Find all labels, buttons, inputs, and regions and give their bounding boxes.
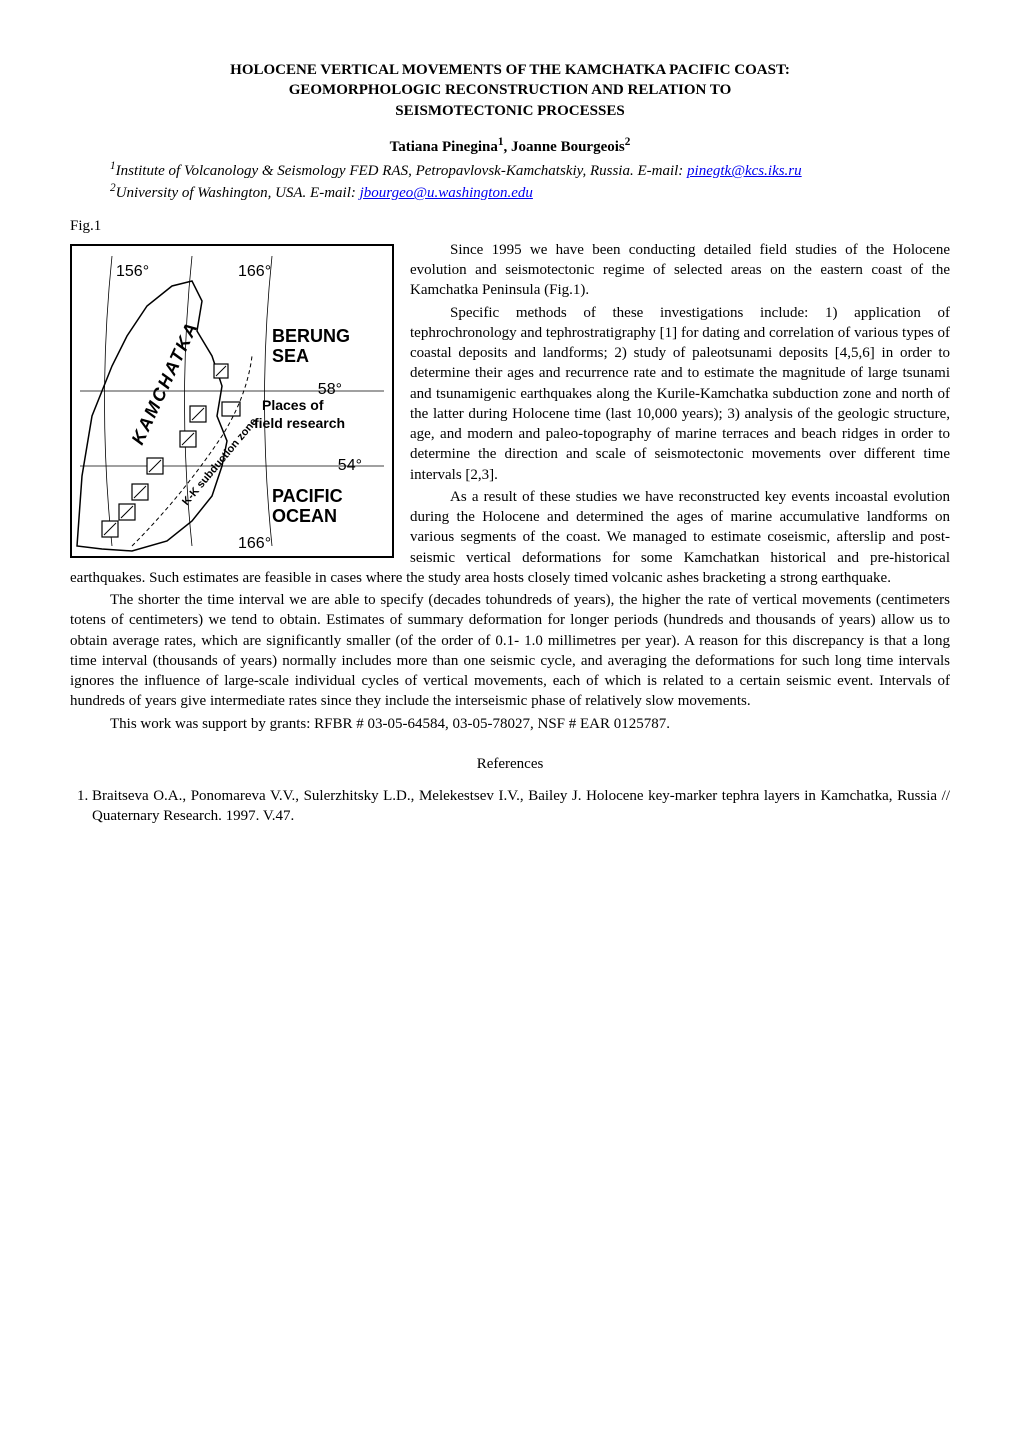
- affiliation-2-text: University of Washington, USA. E-mail:: [116, 185, 360, 201]
- figure-1-labels: 156° 166° 166° 58° 54° BERUNG SEA Places…: [116, 263, 362, 552]
- title-line-2: GEOMORPHOLOGIC RECONSTRUCTION AND RELATI…: [289, 82, 732, 98]
- affiliation-1: 1Institute of Volcanology & Seismology F…: [110, 159, 950, 181]
- figure-1-lon-bottom-center: 166°: [238, 535, 271, 552]
- authors-line: Tatiana Pinegina1, Joanne Bourgeois2: [70, 135, 950, 157]
- figure-1-places-label-1: Places of: [262, 397, 324, 413]
- author-1-name: Tatiana Pinegina: [390, 139, 498, 155]
- reference-item: Braitseva O.A., Ponomareva V.V., Sulerzh…: [92, 786, 950, 827]
- figure-1-subduction-label: K-K subduction zone: [180, 416, 260, 508]
- figure-1-map-svg: 156° 166° 166° 58° 54° BERUNG SEA Places…: [70, 244, 394, 558]
- figure-1-lon-top-left: 156°: [116, 263, 149, 280]
- figure-1-lat-lower: 54°: [338, 457, 362, 474]
- affiliation-1-text: Institute of Volcanology & Seismology FE…: [116, 163, 687, 179]
- title-line-3: SEISMOTECTONIC PROCESSES: [395, 103, 624, 119]
- paper-title: HOLOCENE VERTICAL MOVEMENTS OF THE KAMCH…: [70, 60, 950, 121]
- references-heading: References: [70, 754, 950, 774]
- author-2-sup: 2: [625, 136, 631, 148]
- figure-1-label: Fig.1: [70, 216, 950, 236]
- title-line-1: HOLOCENE VERTICAL MOVEMENTS OF THE KAMCH…: [230, 62, 790, 78]
- figure-1-lat-upper: 58°: [318, 381, 342, 398]
- figure-1: 156° 166° 166° 58° 54° BERUNG SEA Places…: [70, 244, 390, 558]
- figure-1-sea-label-1: BERUNG: [272, 326, 350, 346]
- authors-sep: ,: [503, 139, 511, 155]
- figure-1-ocean-label-2: OCEAN: [272, 506, 337, 526]
- paragraph-5: This work was support by grants: RFBR # …: [70, 714, 950, 734]
- paragraph-4: The shorter the time interval we are abl…: [70, 590, 950, 712]
- text-with-figure: 156° 166° 166° 58° 54° BERUNG SEA Places…: [70, 240, 950, 736]
- figure-1-places-label-2: field research: [254, 415, 345, 431]
- figure-1-sea-label-2: SEA: [272, 346, 309, 366]
- figure-1-lon-top-right: 166°: [238, 263, 271, 280]
- figure-1-callout-box: [222, 402, 240, 416]
- affiliation-1-email-link[interactable]: pinegtk@kcs.iks.ru: [687, 163, 802, 179]
- author-2-name: Joanne Bourgeois: [511, 139, 625, 155]
- affiliation-2-email-link[interactable]: jbourgeo@u.washington.edu: [360, 185, 533, 201]
- affiliation-2: 2University of Washington, USA. E-mail: …: [110, 181, 950, 203]
- figure-1-peninsula-label: KAMCHATKA: [127, 318, 202, 448]
- references-list: Braitseva O.A., Ponomareva V.V., Sulerzh…: [70, 786, 950, 827]
- figure-1-ocean-label-1: PACIFIC: [272, 486, 343, 506]
